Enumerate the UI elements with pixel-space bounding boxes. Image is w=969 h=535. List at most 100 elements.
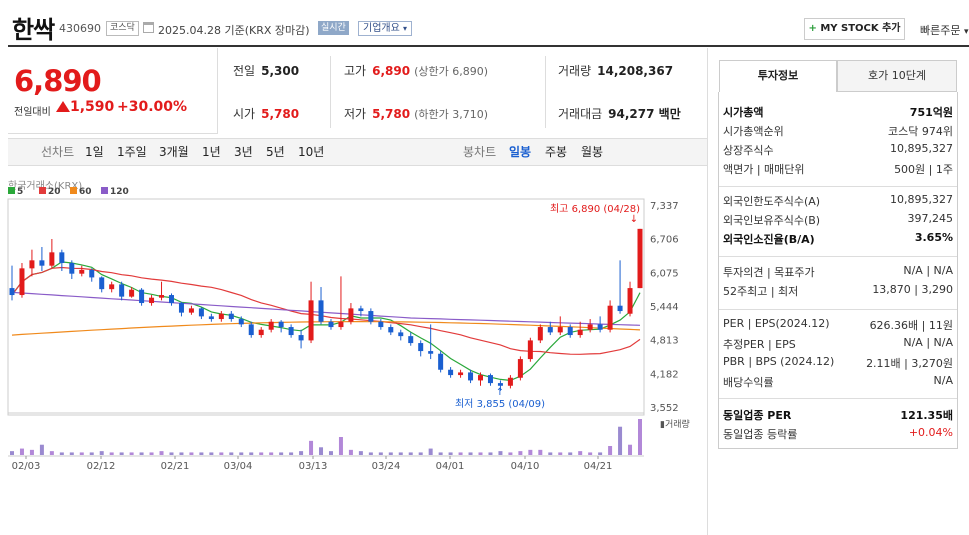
tab-range-5y[interactable]: 5년 — [266, 145, 285, 159]
candle-body — [527, 340, 533, 360]
volume-bar — [149, 452, 154, 455]
candle-body — [228, 313, 234, 320]
high-price: 고가 6,890 (상한가 6,890) — [344, 62, 488, 79]
invest-row-value: 626.36배 | 11원 — [869, 319, 953, 332]
amount-value: 94,277 백만 — [608, 107, 681, 121]
chart-frame — [7, 198, 645, 416]
price-box — [8, 48, 218, 134]
upper-limit: (상한가 6,890) — [414, 65, 488, 78]
trade-amount: 거래대금 94,277 백만 — [558, 105, 681, 122]
x-tick-label: 04/01 — [436, 461, 465, 472]
invest-row-value: 121.35배 — [900, 409, 953, 422]
volume-bar — [169, 452, 174, 455]
volume-bar — [119, 452, 124, 455]
invest-row-value: +0.04% — [908, 426, 953, 439]
y-tick-label: 4,813 — [650, 336, 679, 347]
price-chart[interactable]: 7,337 6,706 6,075 5,444 4,813 4,182 3,552 ▮거래량 0… — [0, 195, 706, 475]
x-tick-label: 03/13 — [299, 461, 328, 472]
x-tick-label: 03/04 — [224, 461, 253, 472]
candle-body — [408, 336, 414, 344]
invest-row: PER | EPS(2024.12) 626.36배 | 11원 — [723, 317, 953, 335]
tab-range-10y[interactable]: 10년 — [298, 145, 325, 159]
candle-body — [448, 369, 454, 376]
market-badge: 코스닥 — [106, 21, 139, 36]
change-value: 1,590 — [70, 99, 115, 115]
tab-invest-info[interactable]: 투자정보 — [719, 60, 837, 92]
volume-bar — [348, 449, 353, 455]
volume-bar — [79, 452, 84, 455]
volume-bar — [259, 452, 264, 455]
invest-row-label: 외국인한도주식수(A) — [723, 195, 821, 208]
tab-period-weekly[interactable]: 주봉 — [545, 145, 568, 159]
up-arrow-icon — [56, 101, 70, 112]
quick-order-link[interactable]: 빠른주문 ▾ — [920, 22, 969, 38]
open-price: 시가 5,780 — [233, 105, 299, 122]
candle-body — [617, 305, 623, 312]
tab-quote-10[interactable]: 호가 10단계 — [837, 60, 957, 92]
invest-row-value: 500원 | 1주 — [894, 163, 953, 176]
invest-row-label: PER | EPS(2024.12) — [723, 317, 830, 330]
volume-bar — [269, 452, 274, 455]
invest-row-value: 2.11배 | 3,270원 — [866, 357, 953, 370]
prev-close-value: 5,300 — [261, 64, 300, 78]
candle-body — [268, 321, 274, 330]
invest-row-value: N/A | N/A — [903, 336, 953, 349]
candle-body — [398, 332, 404, 337]
invest-row: 외국인한도주식수(A) 10,895,327 — [723, 193, 953, 211]
volume-bar — [488, 452, 493, 455]
candle-body — [218, 313, 224, 320]
volume-bar — [59, 452, 64, 455]
x-tick-label: 02/12 — [87, 461, 116, 472]
candle-body — [19, 268, 25, 296]
candle-body — [109, 284, 115, 290]
invest-info-panel — [718, 92, 958, 449]
ma120-line — [11, 291, 641, 326]
tab-range-1d[interactable]: 1일 — [85, 145, 104, 159]
legend-swatch — [39, 187, 46, 194]
company-overview-dropdown[interactable]: 기업개요 ▾ — [358, 21, 413, 36]
open-value: 5,780 — [261, 107, 300, 121]
low-annotation: 최저 3,855 (04/09) — [455, 398, 545, 410]
tab-range-3y[interactable]: 3년 — [234, 145, 253, 159]
volume-bar — [598, 452, 603, 455]
tab-range-1w[interactable]: 1주일 — [117, 145, 147, 159]
candle-body — [388, 327, 394, 333]
stat-divider — [545, 56, 546, 128]
legend-swatch — [101, 187, 108, 194]
invest-row: 시가총액순위 코스닥 974위 — [723, 123, 953, 141]
realtime-button[interactable]: 실시간 — [318, 21, 349, 35]
invest-row-label: 배당수익률 — [723, 376, 774, 389]
candle-body — [478, 375, 484, 381]
tab-line-chart[interactable]: 선차트 — [41, 145, 75, 159]
volume-bar — [328, 451, 333, 455]
volume-bar — [568, 452, 573, 455]
x-tick-label: 02/21 — [161, 461, 190, 472]
candle-body — [428, 351, 434, 354]
panel-divider — [707, 48, 708, 535]
candle-body — [288, 327, 294, 336]
date-basis: 2025.04.28 기준(KRX 장마감) — [158, 24, 310, 37]
volume-bar — [29, 449, 34, 455]
candle-body — [298, 335, 304, 341]
candle-body — [607, 305, 613, 330]
tab-period-daily[interactable]: 일봉 — [509, 145, 532, 159]
tab-range-1y[interactable]: 1년 — [202, 145, 221, 159]
legend-label: 60 — [79, 187, 92, 197]
volume-bar — [618, 426, 623, 455]
volume-bar — [368, 452, 373, 455]
up-arrow-icon: ↑ — [496, 387, 504, 398]
add-mystock-button[interactable]: + MY STOCK 추가 — [804, 18, 905, 40]
tab-range-3m[interactable]: 3개월 — [159, 145, 189, 159]
candle-body — [557, 327, 563, 333]
volume-bar — [189, 452, 194, 455]
invest-row-value: 751억원 — [909, 106, 953, 119]
volume-bar — [338, 437, 343, 455]
tab-candle-chart[interactable]: 봉차트 — [463, 145, 497, 159]
candle-body — [208, 316, 214, 320]
x-tick-label: 04/21 — [584, 461, 613, 472]
candle-body — [49, 252, 55, 266]
candle-body — [368, 311, 374, 322]
tab-period-monthly[interactable]: 월봉 — [581, 145, 604, 159]
invest-row-label: 시가총액 — [723, 106, 764, 119]
volume-bar — [219, 452, 224, 455]
